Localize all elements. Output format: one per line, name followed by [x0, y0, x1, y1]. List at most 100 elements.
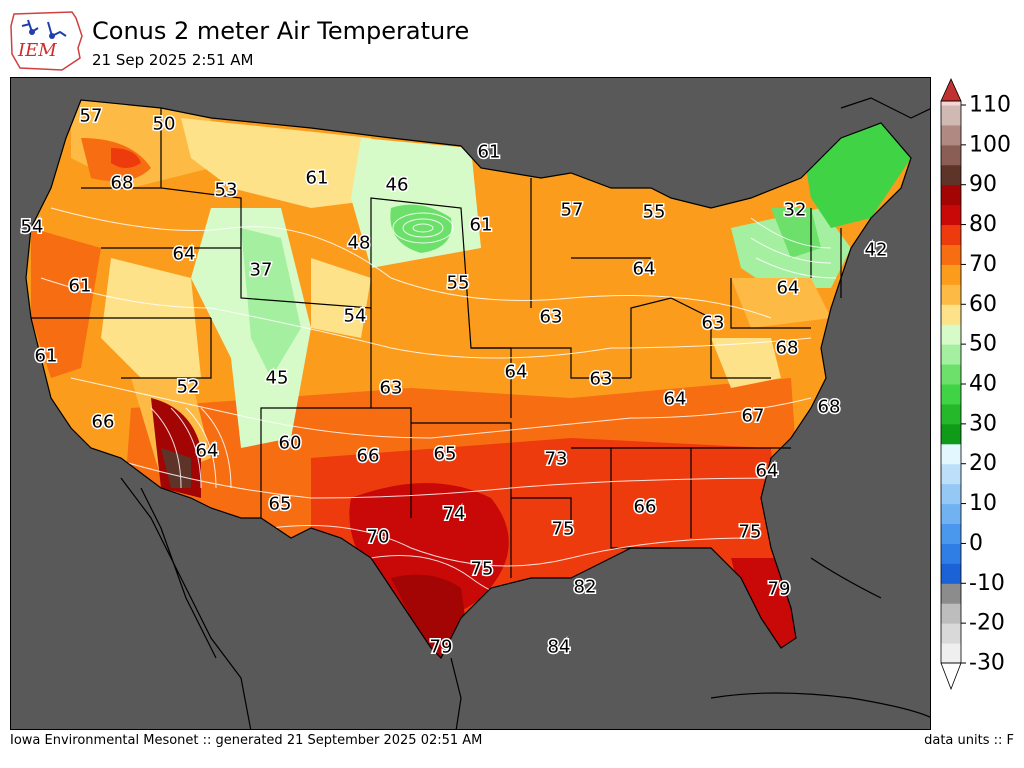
temperature-label: 55 [643, 202, 666, 223]
colorbar-tick-label: 90 [969, 172, 997, 197]
temperature-map: 57 50 68 53 61 46 61 54 64 48 61 57 55 32 42 37 61 55 64 64… [10, 77, 931, 730]
colorbar-band [941, 603, 961, 624]
temperature-label: 75 [471, 559, 494, 580]
temperature-label: 52 [177, 377, 200, 398]
colorbar-band [941, 264, 961, 285]
temperature-label: 60 [279, 433, 302, 454]
temperature-label: 68 [776, 338, 799, 359]
colorbar-band [941, 563, 961, 584]
svg-text:IEM: IEM [17, 40, 57, 61]
temperature-fill [26, 100, 911, 658]
temperature-label: 54 [21, 217, 44, 238]
temperature-label: 50 [153, 114, 176, 135]
colorbar-tick-label: -20 [969, 611, 1005, 636]
temperature-label: 55 [447, 273, 470, 294]
colorbar-band [941, 204, 961, 226]
colorbar-band [941, 144, 961, 166]
colorbar-tick-label: 40 [969, 372, 997, 397]
temperature-labels: 57 50 68 53 61 46 61 54 64 48 61 57 55 32 42 37 61 55 64 64… [19, 104, 889, 659]
colorbar-band [941, 623, 961, 644]
temperature-label: 64 [756, 461, 779, 482]
temperature-label: 64 [173, 244, 196, 265]
colorbar-tick-label: 10 [969, 491, 997, 516]
temperature-label: 46 [386, 175, 409, 196]
colorbar-band [941, 164, 961, 186]
iem-logo: IEM [8, 6, 86, 72]
temperature-label: 68 [818, 397, 841, 418]
colorbar-tick-label: 110 [969, 93, 1011, 118]
temperature-label: 66 [92, 412, 115, 433]
temperature-label: 64 [664, 389, 687, 410]
temperature-label: 64 [777, 278, 800, 299]
temperature-label: 74 [443, 504, 466, 525]
footer-credit: Iowa Environmental Mesonet :: generated … [10, 733, 483, 748]
temperature-label: 82 [574, 577, 597, 598]
temperature-label: 65 [434, 444, 457, 465]
temperature-label: 70 [367, 527, 390, 548]
colorbar-band [941, 224, 961, 245]
colorbar-tick-label: 80 [969, 212, 997, 237]
colorbar-band [941, 483, 961, 505]
temperature-label: 64 [196, 441, 219, 462]
colorbar-tick-label: 70 [969, 252, 997, 277]
colorbar-band [941, 523, 961, 544]
colorbar-band [941, 503, 961, 524]
temperature-label: 66 [357, 446, 380, 467]
colorbar-tick-label: -10 [969, 571, 1005, 596]
colorbar-band [941, 643, 961, 664]
page-title: Conus 2 meter Air Temperature [92, 17, 470, 45]
temperature-label: 68 [111, 173, 134, 194]
temperature-label: 54 [344, 306, 367, 327]
temperature-label: 84 [548, 637, 571, 658]
temperature-label: 53 [215, 180, 238, 201]
colorbar: 110 100 90 80 70 60 50 40 30 20 10 0 -10 -20 -30 [937, 77, 1024, 693]
temperature-label: 45 [266, 368, 289, 389]
temperature-label: 63 [540, 307, 563, 328]
temperature-label: 65 [269, 494, 292, 515]
temperature-label: 79 [430, 637, 453, 658]
temperature-label: 75 [552, 519, 575, 540]
colorbar-band [941, 105, 961, 126]
colorbar-tick-label: 30 [969, 411, 997, 436]
colorbar-band [941, 101, 961, 106]
temperature-label: 64 [633, 259, 656, 280]
temperature-label: 75 [739, 522, 762, 543]
colorbar-band [941, 403, 961, 425]
temperature-label: 66 [634, 497, 657, 518]
colorbar-tick-label: 20 [969, 451, 997, 476]
temperature-label: 61 [478, 142, 501, 163]
colorbar-tick-label: 0 [969, 531, 983, 556]
temperature-label: 67 [742, 406, 765, 427]
colorbar-band [941, 384, 961, 405]
colorbar-band [941, 583, 961, 604]
colorbar-band [941, 244, 961, 265]
temperature-label: 73 [545, 449, 568, 470]
temperature-label: 61 [306, 168, 329, 189]
footer-units: data units :: F [924, 733, 1014, 748]
temperature-label: 57 [80, 106, 103, 127]
colorbar-tick-label: 60 [969, 292, 997, 317]
colorbar-max-extend [940, 78, 962, 102]
temperature-label: 61 [69, 276, 92, 297]
colorbar-band [941, 443, 961, 465]
colorbar-tick-label: 100 [969, 132, 1011, 157]
colorbar-band [941, 304, 961, 325]
temperature-label: 48 [348, 233, 371, 254]
colorbar-tick-label: -30 [969, 651, 1005, 676]
colorbar-band [941, 284, 961, 305]
temperature-label: 63 [590, 369, 613, 390]
temperature-label: 79 [768, 579, 791, 600]
temperature-label: 63 [380, 378, 403, 399]
coastlines [25, 97, 930, 729]
temperature-label: 63 [702, 313, 725, 334]
colorbar-band [941, 364, 961, 385]
colorbar-band [941, 543, 961, 564]
colorbar-band [941, 184, 961, 206]
temperature-label: 32 [784, 200, 807, 221]
colorbar-band [941, 324, 961, 345]
temperature-label: 57 [561, 200, 584, 221]
temperature-label: 61 [470, 215, 493, 236]
contour-lines [40, 207, 837, 601]
colorbar-band [941, 463, 961, 485]
temperature-label: 37 [250, 260, 273, 281]
